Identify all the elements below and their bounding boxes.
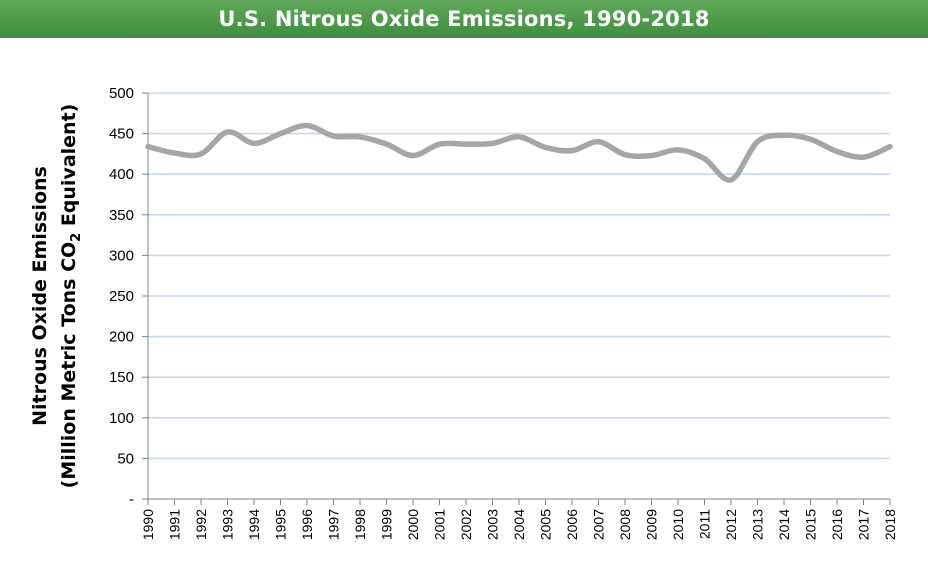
data-point-2007 (596, 139, 601, 144)
y-tick-labels: - 50 100 150 200 250 300 350 400 450 500 (109, 85, 134, 508)
y-tick-label-100: 100 (109, 410, 134, 427)
data-point-2015 (808, 137, 813, 142)
data-point-1999 (384, 142, 389, 147)
y-tick-label-250: 250 (109, 288, 134, 305)
x-tick-label-1990: 1990 (140, 509, 156, 540)
x-tick-labels: 1990 1991 1992 1993 1994 1995 1996 1997 1998 1999… (140, 509, 898, 540)
data-point-2016 (835, 149, 840, 154)
data-point-2005 (543, 145, 548, 150)
x-tick-label-1993: 1993 (220, 509, 236, 540)
data-point-1998 (358, 134, 363, 139)
x-tick-label-2010: 2010 (670, 509, 686, 540)
data-point-1997 (331, 134, 336, 139)
data-point-2002 (464, 142, 469, 147)
x-tick-label-2005: 2005 (538, 509, 554, 540)
axes (142, 92, 891, 505)
y-tick-label-400: 400 (109, 166, 134, 183)
x-tick-label-1996: 1996 (299, 509, 315, 540)
data-point-1996 (305, 123, 310, 128)
x-tick-label-2011: 2011 (697, 509, 713, 539)
x-tick-label-2006: 2006 (564, 509, 580, 540)
data-point-2009 (649, 153, 654, 158)
data-point-1992 (199, 151, 204, 156)
data-point-1994 (252, 141, 257, 146)
y-tick-label-450: 450 (109, 126, 134, 143)
x-tick-label-1991: 1991 (167, 509, 183, 540)
series-line-0 (145, 122, 893, 183)
x-tick-label-2007: 2007 (591, 509, 607, 540)
x-tick-label-2013: 2013 (750, 509, 766, 540)
x-tick-label-1995: 1995 (273, 509, 289, 540)
data-point-2012 (729, 177, 734, 182)
data-point-1993 (225, 129, 230, 134)
x-tick-label-1998: 1998 (352, 509, 368, 540)
y-tick-label-200: 200 (109, 329, 134, 346)
x-tick-label-2008: 2008 (617, 509, 633, 540)
chart-title-bar: U.S. Nitrous Oxide Emissions, 1990-2018 (0, 0, 928, 38)
data-point-2013 (755, 139, 760, 144)
x-tick-label-1997: 1997 (326, 509, 342, 540)
x-tick-label-2015: 2015 (803, 509, 819, 540)
x-tick-label-2001: 2001 (432, 509, 448, 540)
x-tick-label-1994: 1994 (246, 509, 262, 540)
x-tick-label-2003: 2003 (485, 509, 501, 540)
y-tick-label-0: - (129, 491, 134, 508)
y-axis-label-prefix: (Million Metric Tons CO (58, 242, 80, 489)
x-tick-label-2016: 2016 (829, 509, 845, 540)
x-tick-label-2000: 2000 (405, 509, 421, 540)
data-point-2010 (676, 147, 681, 152)
data-point-1995 (278, 131, 283, 136)
data-point-2008 (623, 152, 628, 157)
data-point-2014 (782, 133, 787, 138)
x-tick-label-2004: 2004 (511, 509, 527, 540)
x-tick-label-2017: 2017 (856, 509, 872, 540)
data-point-1991 (172, 151, 177, 156)
x-tick-label-2014: 2014 (776, 509, 792, 540)
y-axis-label-subscript: 2 (69, 233, 84, 242)
gridlines (148, 92, 890, 460)
series-lines (145, 122, 893, 183)
data-point-2017 (861, 155, 866, 160)
y-tick-label-300: 300 (109, 247, 134, 264)
y-tick-label-50: 50 (117, 450, 134, 467)
x-tick-label-1999: 1999 (379, 509, 395, 540)
y-tick-label-500: 500 (109, 85, 134, 102)
x-tick-label-2002: 2002 (458, 509, 474, 540)
y-axis-label-suffix: Equivalent) (58, 104, 80, 233)
chart-title: U.S. Nitrous Oxide Emissions, 1990-2018 (218, 7, 710, 31)
y-axis-label: Nitrous Oxide Emissions (Million Metric … (29, 104, 84, 489)
y-tick-label-150: 150 (109, 369, 134, 386)
y-tick-label-350: 350 (109, 207, 134, 224)
x-tick-label-1992: 1992 (193, 509, 209, 540)
data-point-1990 (146, 144, 151, 149)
data-point-2003 (490, 141, 495, 146)
y-axis-label-line1: Nitrous Oxide Emissions (29, 166, 51, 426)
x-tick-label-2012: 2012 (723, 509, 739, 540)
x-tick-label-2018: 2018 (882, 509, 898, 540)
x-tick-label-2009: 2009 (644, 509, 660, 540)
data-point-2006 (570, 148, 575, 153)
data-point-2018 (888, 144, 893, 149)
data-point-2001 (437, 142, 442, 147)
data-point-2000 (411, 153, 416, 158)
data-point-2004 (517, 134, 522, 139)
data-point-2011 (702, 156, 707, 161)
y-axis-label-line2: (Million Metric Tons CO2 Equivalent) (58, 104, 84, 489)
